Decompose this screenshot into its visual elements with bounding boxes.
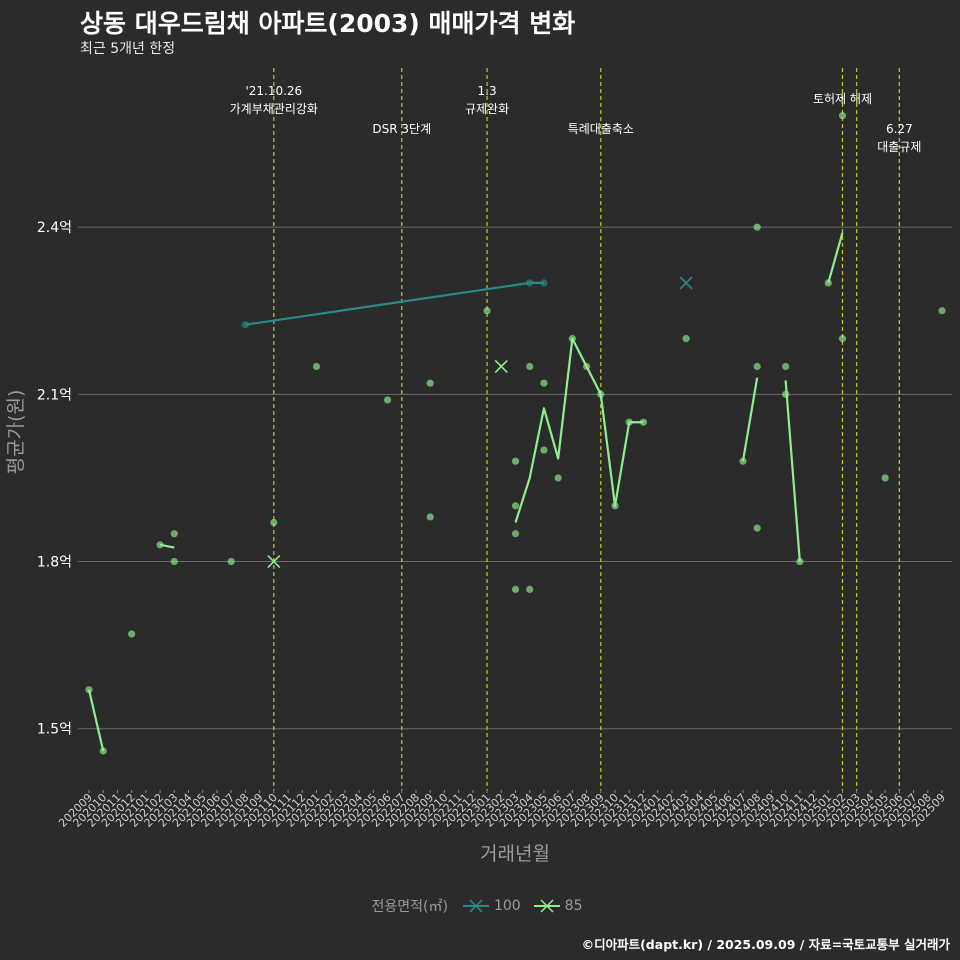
series-85-point — [753, 223, 761, 231]
series-85-point — [99, 747, 107, 755]
series-85-point — [938, 307, 946, 315]
legend-title: 전용면적(㎡) — [371, 899, 448, 915]
series-85-point — [881, 474, 889, 482]
series-85-point — [170, 557, 178, 566]
series-85-point — [625, 418, 633, 426]
event-label: DSR 3단계 — [372, 122, 431, 136]
series-85-point — [85, 686, 93, 694]
series-85-point — [739, 457, 747, 465]
series-85-point — [227, 557, 235, 566]
series-85-point — [526, 585, 534, 593]
event-label: 토허제 해제 — [813, 92, 872, 106]
y-tick-label: 2.4억 — [37, 220, 72, 236]
series-85-point — [312, 362, 321, 371]
series-85-point — [753, 524, 761, 532]
series-85-line — [514, 337, 644, 523]
series-100-x-marker — [679, 276, 693, 290]
series-85-point — [824, 279, 832, 287]
chart-title: 상동 대우드림채 아파트(2003) 매매가격 변화 — [80, 9, 576, 38]
cross-line-icon — [533, 899, 560, 913]
y-tick-label: 1.8억 — [37, 555, 72, 571]
series-85-point — [639, 418, 648, 426]
series-85-point — [682, 335, 690, 343]
series-85-point — [270, 518, 278, 527]
series-85-point — [838, 112, 847, 120]
legend-item-85: 85 — [533, 896, 583, 916]
series-85-point — [611, 502, 619, 510]
series-85-point — [128, 630, 136, 638]
series-85-point — [170, 530, 178, 538]
y-axis-title: 평균가(원) — [5, 390, 27, 475]
event-label: 가계부채관리강화 — [230, 102, 318, 116]
series-85-point — [540, 379, 548, 387]
series-85-point — [526, 362, 534, 371]
event-label: 6.27 — [886, 122, 913, 136]
event-label: 특례대출축소 — [568, 122, 634, 136]
series-85-point — [483, 307, 491, 315]
series-100-point — [241, 321, 249, 329]
series-85-line — [784, 380, 801, 562]
series-85-x-marker — [267, 554, 281, 569]
series-85-line — [87, 689, 105, 752]
series-100-point — [540, 279, 548, 287]
legend-label-85: 85 — [564, 898, 583, 914]
event-label: 1.3 — [478, 84, 497, 98]
series-85-line — [827, 232, 844, 284]
series-85-line — [741, 377, 759, 462]
series-85-point — [597, 390, 605, 398]
series-85-x-marker — [494, 359, 508, 374]
series-85-point — [426, 513, 434, 521]
series-85-point — [156, 541, 164, 549]
series-85-point — [838, 335, 847, 343]
event-label: 대출규제 — [877, 140, 921, 154]
series-85-point — [511, 585, 520, 593]
event-label: '21.10.26 — [245, 84, 302, 98]
event-label: 규제완화 — [465, 102, 509, 116]
source-caption: ©디아파트(dapt.kr) / 2025.09.09 / 자료=국토교통부 실… — [581, 937, 950, 952]
series-85-point — [511, 530, 520, 538]
marker-stroke — [267, 554, 281, 569]
series-100-point — [526, 279, 534, 287]
grid-layer — [78, 226, 952, 730]
legend: 전용면적(㎡) 100 85 — [0, 896, 960, 916]
series-85-point — [782, 390, 790, 398]
series-85-point — [426, 379, 434, 387]
series-layer — [85, 112, 946, 755]
series-85-point — [782, 362, 790, 371]
series-85-point — [511, 502, 520, 510]
series-85-point — [582, 362, 591, 371]
marker-stroke — [679, 276, 693, 290]
y-tick-label: 2.1억 — [37, 387, 72, 403]
series-85-point — [540, 446, 548, 454]
series-85-point — [796, 557, 804, 566]
series-100-line — [245, 281, 544, 326]
series-85-point — [383, 396, 392, 404]
legend-label-100: 100 — [493, 898, 521, 914]
series-85-point — [568, 335, 576, 343]
x-axis-title: 거래년월 — [480, 843, 550, 865]
axis-layer: 1.5억1.8억2.1억2.4억202009202010202011202012… — [37, 220, 948, 830]
legend-item-100: 100 — [462, 896, 521, 916]
y-tick-label: 1.5억 — [37, 722, 72, 738]
cross-line-icon — [462, 899, 489, 913]
series-85-point — [554, 474, 562, 482]
marker-stroke — [494, 359, 508, 374]
series-85-point — [511, 457, 520, 465]
series-85-point — [753, 362, 761, 371]
chart-subtitle: 최근 5개년 한정 — [80, 41, 176, 57]
